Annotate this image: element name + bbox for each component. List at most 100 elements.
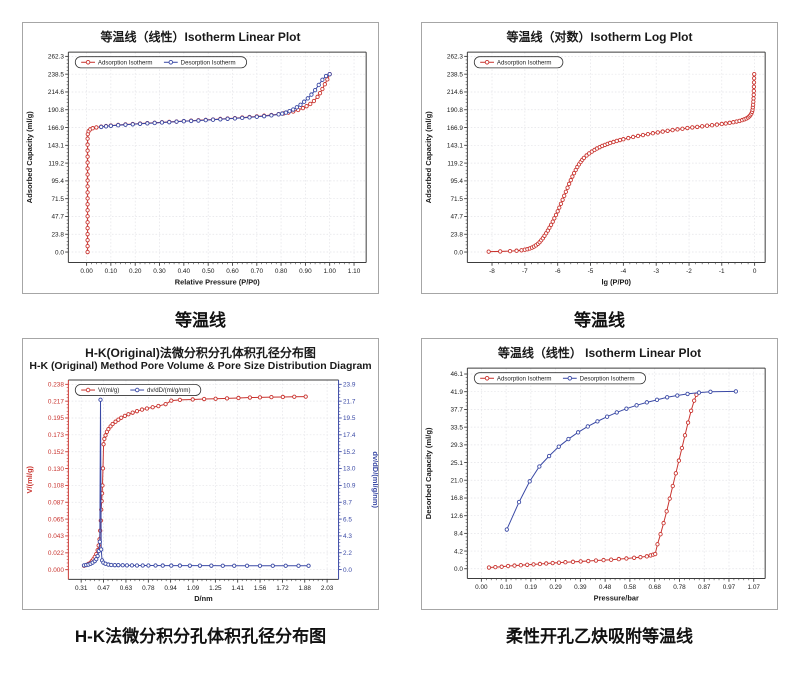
svg-text:-2: -2: [686, 268, 692, 275]
svg-text:1.00: 1.00: [323, 268, 336, 275]
svg-text:0.0: 0.0: [343, 566, 352, 573]
svg-text:0.19: 0.19: [525, 584, 538, 591]
svg-text:0.00: 0.00: [80, 268, 93, 275]
svg-text:166.9: 166.9: [48, 125, 64, 132]
panel-isotherm-log: 等温线（对数）Isotherm Log Plot -8 -7 -6 -5 -4 -3 -2-…: [421, 22, 778, 294]
svg-text:V/(ml/g): V/(ml/g): [25, 465, 34, 493]
svg-text:0.40: 0.40: [178, 268, 191, 275]
svg-text:262.3: 262.3: [48, 54, 64, 61]
svg-text:-6: -6: [555, 268, 561, 275]
svg-text:0.152: 0.152: [48, 448, 64, 455]
chart-title-pore-size-distribution: H-K(Original)法微分积分孔体积孔径分布图: [85, 346, 316, 360]
svg-text:0.78: 0.78: [673, 584, 686, 591]
svg-text:23.8: 23.8: [51, 231, 64, 238]
svg-text:0.80: 0.80: [275, 268, 288, 275]
svg-text:1.88: 1.88: [299, 584, 312, 591]
svg-text:1.09: 1.09: [187, 584, 200, 591]
svg-text:Desorbed Capacity (ml/g): Desorbed Capacity (ml/g): [424, 427, 433, 519]
svg-text:-4: -4: [621, 268, 627, 275]
svg-text:0.10: 0.10: [105, 268, 118, 275]
svg-text:10.9: 10.9: [343, 482, 356, 489]
svg-text:Adsorption Isotherm: Adsorption Isotherm: [497, 375, 552, 382]
svg-text:0.48: 0.48: [599, 584, 612, 591]
svg-text:0.90: 0.90: [299, 268, 312, 275]
svg-text:Desorption Isotherm: Desorption Isotherm: [580, 375, 635, 382]
svg-text:-3: -3: [653, 268, 659, 275]
svg-text:0.39: 0.39: [574, 584, 587, 591]
svg-text:143.1: 143.1: [48, 142, 64, 149]
chart-title-isotherm-log: 等温线（对数）Isotherm Log Plot: [506, 30, 693, 44]
svg-text:lg (P/P0): lg (P/P0): [601, 277, 631, 286]
svg-text:0.68: 0.68: [648, 584, 661, 591]
svg-text:0.00: 0.00: [475, 584, 488, 591]
svg-text:Desorption Isotherm: Desorption Isotherm: [181, 59, 236, 66]
panel-pore-size-distribution: H-K(Original)法微分积分孔体积孔径分布图 H-K (Original…: [22, 338, 379, 610]
svg-text:1.41: 1.41: [231, 584, 244, 591]
svg-text:119.2: 119.2: [447, 160, 463, 167]
svg-text:0.217: 0.217: [48, 398, 64, 405]
svg-text:0.065: 0.065: [48, 516, 64, 523]
svg-text:13.0: 13.0: [343, 465, 356, 472]
chart-title-acetylene-isotherm: 等温线（线性） Isotherm Linear Plot: [497, 346, 702, 360]
svg-text:47.7: 47.7: [450, 214, 463, 221]
svg-text:33.5: 33.5: [450, 424, 463, 431]
svg-text:dv/dD/(ml/g/nm): dv/dD/(ml/g/nm): [147, 387, 190, 394]
svg-text:-1: -1: [719, 268, 725, 275]
svg-text:0.0: 0.0: [55, 249, 64, 256]
svg-text:0.94: 0.94: [164, 584, 177, 591]
svg-text:190.8: 190.8: [48, 107, 64, 114]
svg-text:0: 0: [753, 268, 757, 275]
svg-text:0.10: 0.10: [500, 584, 513, 591]
svg-text:6.5: 6.5: [343, 516, 352, 523]
svg-text:Adsorption Isotherm: Adsorption Isotherm: [497, 59, 552, 66]
svg-text:238.5: 238.5: [447, 71, 463, 78]
svg-text:-7: -7: [522, 268, 528, 275]
svg-text:8.7: 8.7: [343, 499, 352, 506]
caption-isotherm-linear: 等温线: [175, 311, 226, 330]
svg-text:0.0: 0.0: [454, 566, 463, 573]
svg-text:0.31: 0.31: [75, 584, 88, 591]
chart-subtitle-pore-size-distribution: H-K (Original) Method Pore Volume & Pore…: [29, 360, 372, 372]
svg-text:-5: -5: [588, 268, 594, 275]
acetylene-isotherm-chart: 0.00 0.10 0.19 0.29 0.39 0.48 0.58 0.68 0.78 0.87…: [424, 367, 766, 602]
svg-text:0.29: 0.29: [549, 584, 562, 591]
svg-text:0.20: 0.20: [129, 268, 142, 275]
svg-text:190.8: 190.8: [447, 107, 463, 114]
svg-text:95.4: 95.4: [51, 178, 64, 185]
svg-text:21.0: 21.0: [450, 477, 463, 484]
panel-isotherm-linear: 等温线（线性）Isotherm Linear Plot 0.00 0.10 0.20…: [22, 22, 379, 294]
svg-text:17.4: 17.4: [343, 432, 356, 439]
svg-text:71.5: 71.5: [51, 196, 64, 203]
svg-text:0.50: 0.50: [202, 268, 215, 275]
svg-text:Relative Pressure (P/P0): Relative Pressure (P/P0): [175, 277, 260, 286]
svg-text:1.07: 1.07: [747, 584, 760, 591]
panel-acetylene-isotherm: 等温线（线性） Isotherm Linear Plot 0.00 0.10 0.1…: [421, 338, 778, 610]
svg-text:214.6: 214.6: [48, 89, 64, 96]
svg-text:37.7: 37.7: [450, 407, 463, 414]
svg-text:dv/dD/(ml/g/nm): dv/dD/(ml/g/nm): [371, 451, 378, 508]
svg-text:143.1: 143.1: [447, 142, 463, 149]
svg-text:0.58: 0.58: [624, 584, 637, 591]
svg-text:0.173: 0.173: [48, 432, 64, 439]
svg-text:Adsorption Isotherm: Adsorption Isotherm: [98, 59, 153, 66]
caption-pore-size-distribution: H-K法微分积分孔体积孔径分布图: [74, 627, 327, 646]
svg-text:2.2: 2.2: [343, 549, 352, 556]
svg-text:0.195: 0.195: [48, 415, 64, 422]
svg-text:1.56: 1.56: [254, 584, 267, 591]
svg-text:0.043: 0.043: [48, 533, 64, 540]
svg-text:0.30: 0.30: [153, 268, 166, 275]
svg-text:23.9: 23.9: [343, 381, 356, 388]
svg-text:0.0: 0.0: [454, 249, 463, 256]
figure-grid: 等温线（线性）Isotherm Linear Plot 0.00 0.10 0.20…: [22, 22, 778, 646]
svg-text:23.8: 23.8: [450, 231, 463, 238]
svg-text:D/nm: D/nm: [194, 593, 213, 602]
caption-acetylene-isotherm: 柔性开孔乙炔吸附等温线: [506, 627, 693, 646]
svg-text:0.87: 0.87: [698, 584, 711, 591]
pore-size-distribution-chart: 0.31 0.47 0.63 0.78 0.94 1.09 1.25 1.41 1.56 1.72…: [25, 379, 378, 602]
svg-text:1.25: 1.25: [209, 584, 222, 591]
svg-text:V/(ml/g): V/(ml/g): [98, 387, 119, 394]
svg-text:16.8: 16.8: [450, 495, 463, 502]
svg-text:21.7: 21.7: [343, 398, 356, 405]
svg-text:166.9: 166.9: [447, 125, 463, 132]
svg-text:25.1: 25.1: [450, 460, 463, 467]
